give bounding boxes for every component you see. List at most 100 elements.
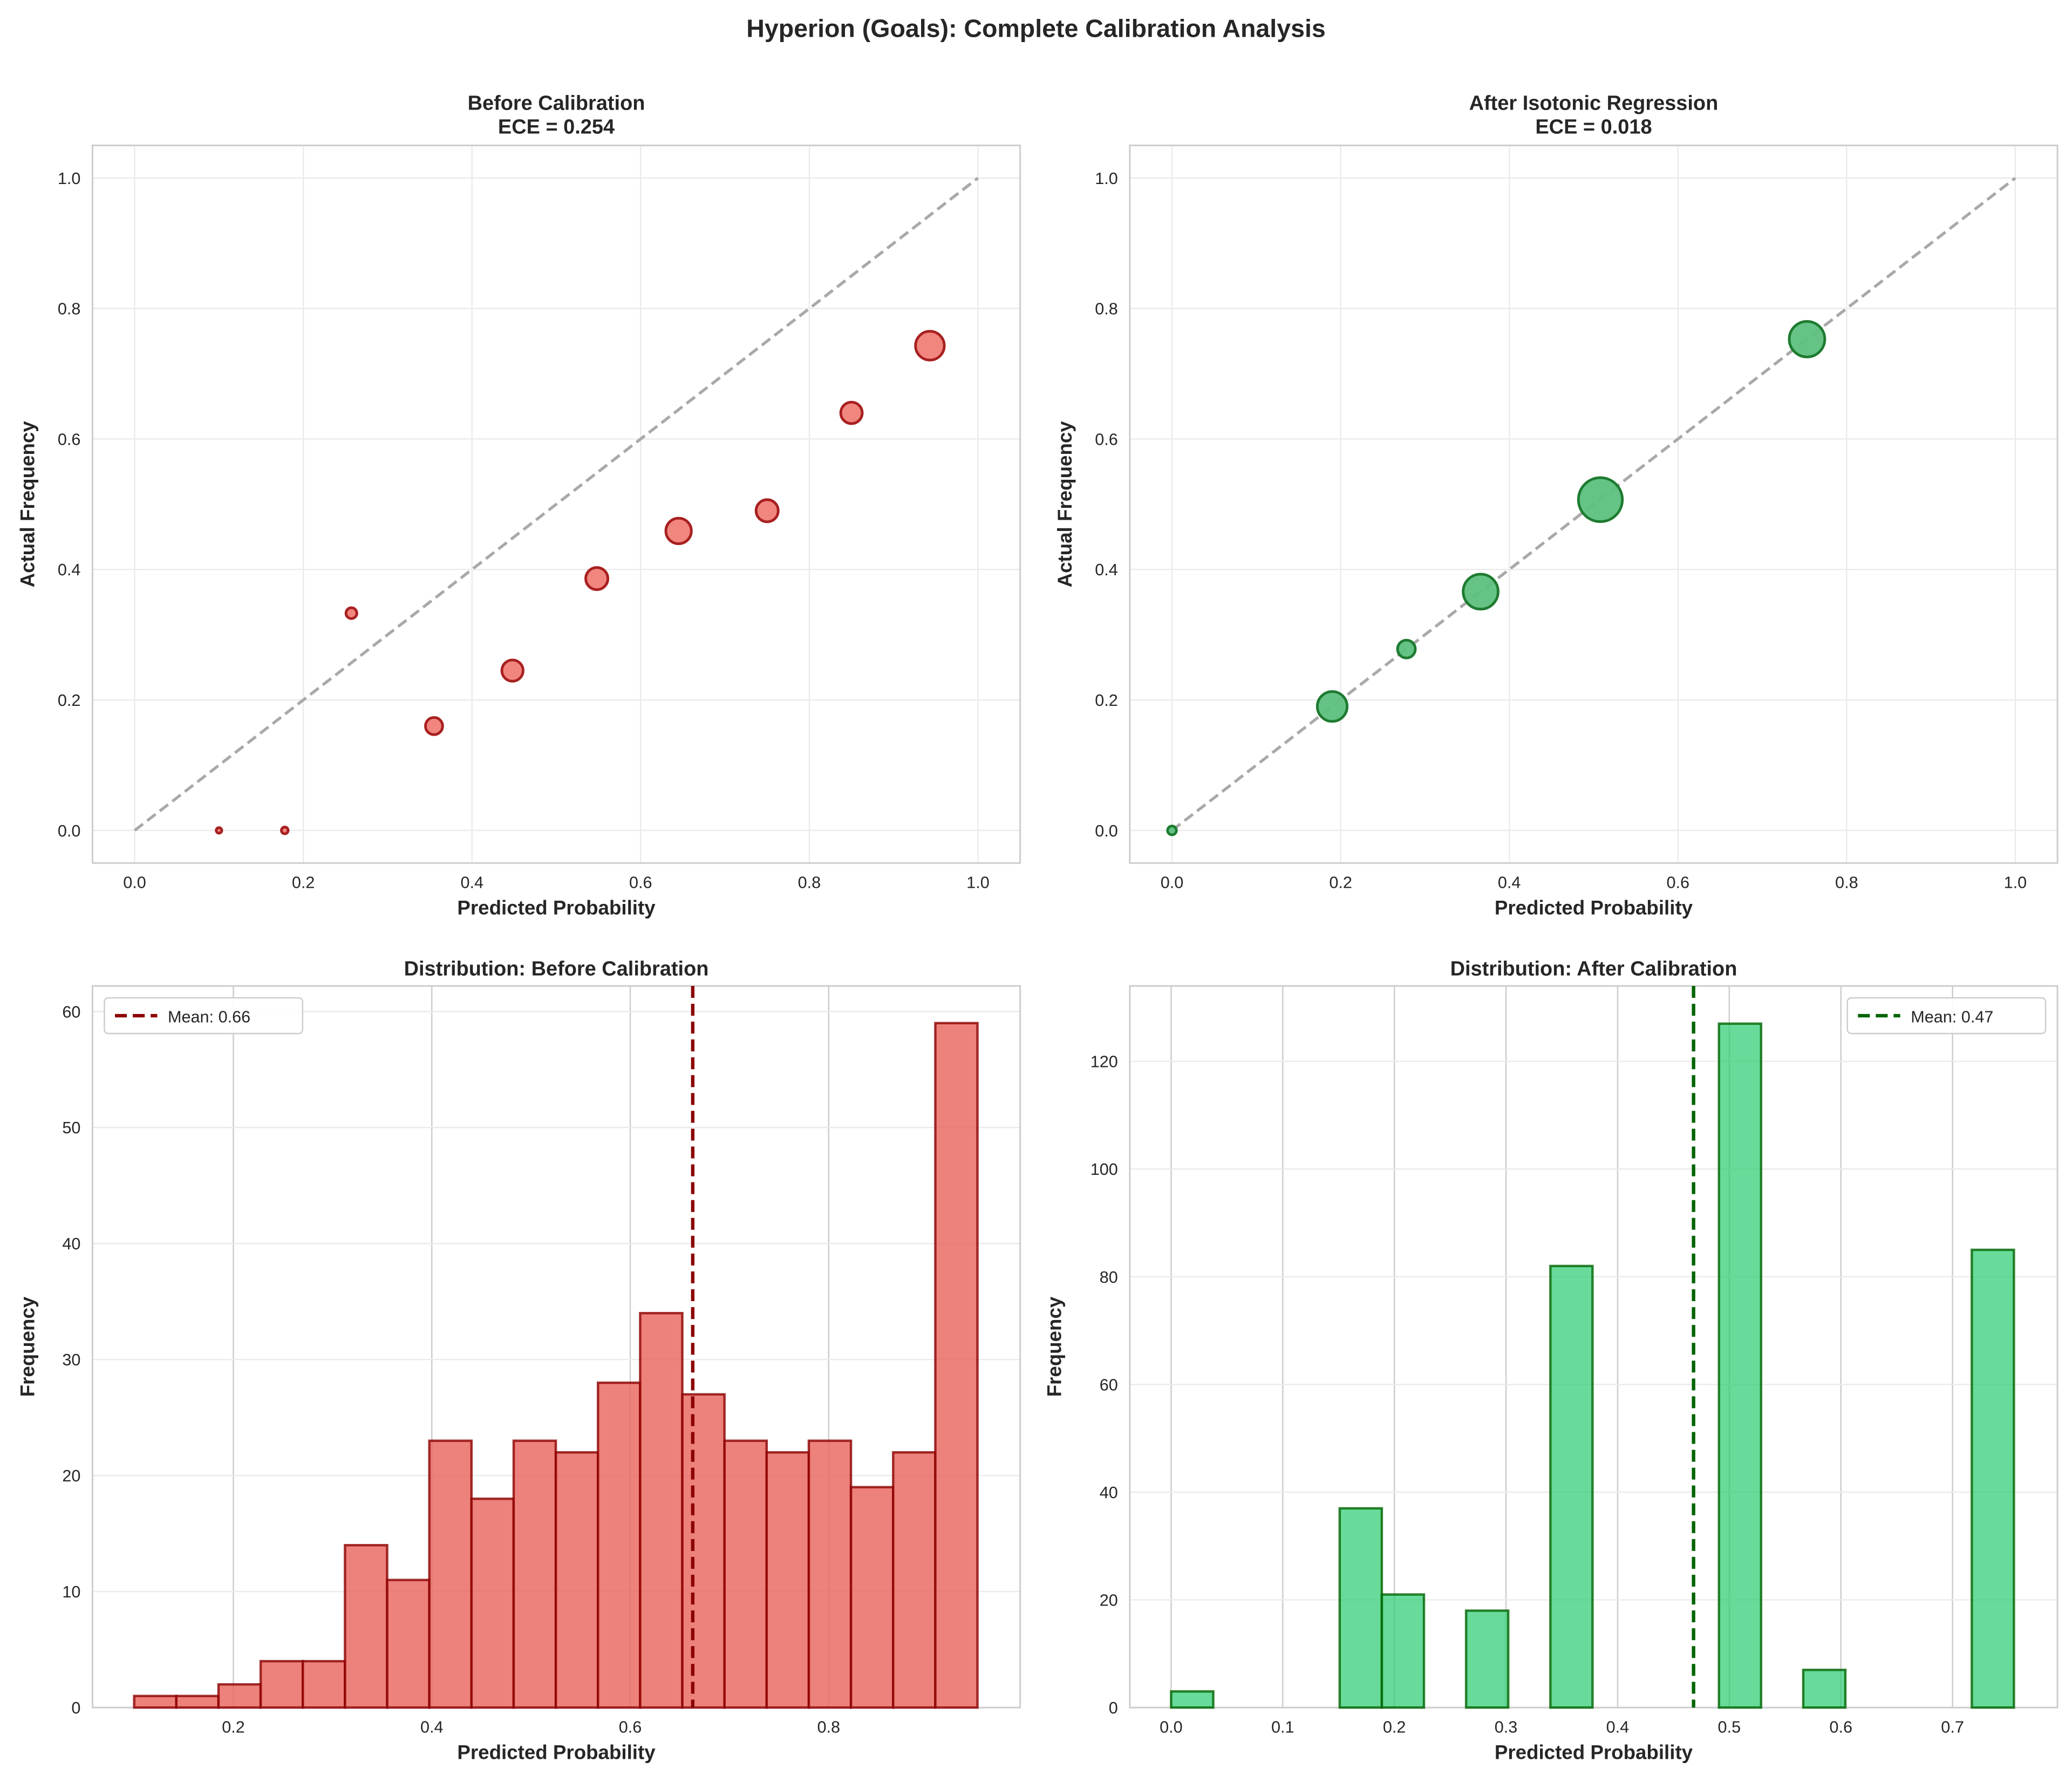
y-tick-label: 30 <box>62 1351 80 1369</box>
axes-frame <box>91 144 1021 864</box>
histogram-bar <box>512 1439 557 1709</box>
y-tick-label: 60 <box>62 1003 80 1021</box>
x-tick-label: 0.1 <box>1271 1718 1294 1737</box>
legend-label: Mean: 0.66 <box>168 1008 250 1026</box>
data-point <box>424 716 444 736</box>
data-point <box>215 826 223 835</box>
subplot-title: Distribution: After Calibration <box>1450 957 1737 980</box>
legend: Mean: 0.47 <box>1846 997 2047 1035</box>
x-tick-label: 1.0 <box>966 874 990 892</box>
y-axis-label: Frequency <box>17 1296 39 1397</box>
x-tick-label: 0.4 <box>1606 1718 1630 1737</box>
subplot-title: Distribution: Before Calibration <box>404 957 709 980</box>
data-point <box>1462 573 1500 611</box>
histogram-bar <box>302 1659 346 1709</box>
x-axis-label: Predicted Probability <box>1495 897 1693 919</box>
x-tick-label: 0.8 <box>1835 874 1858 892</box>
x-tick-label: 0.4 <box>1498 874 1521 892</box>
y-tick-label: 0.4 <box>1095 561 1118 579</box>
data-point <box>914 330 946 362</box>
x-tick-label: 0.5 <box>1718 1718 1741 1737</box>
x-tick-label: 0.0 <box>1160 1718 1183 1737</box>
histogram-bar <box>1464 1609 1510 1709</box>
y-tick-label: 0 <box>1109 1699 1118 1717</box>
x-tick-label: 0.4 <box>420 1718 444 1737</box>
data-point <box>1396 638 1417 659</box>
y-axis-label: Actual Frequency <box>1054 421 1076 588</box>
legend-box <box>104 997 304 1035</box>
y-tick-label: 50 <box>62 1119 80 1137</box>
x-tick-label: 0.2 <box>1383 1718 1406 1737</box>
x-tick-label: 0.7 <box>1941 1718 1964 1737</box>
x-tick-label: 0.6 <box>1666 874 1689 892</box>
histogram-bar <box>1802 1669 1847 1709</box>
histogram-bar <box>217 1683 262 1709</box>
y-tick-label: 0.8 <box>1095 300 1118 318</box>
x-tick-label: 0.0 <box>1161 874 1184 892</box>
x-tick-label: 0.8 <box>798 874 821 892</box>
histogram-bar <box>1549 1264 1594 1709</box>
y-tick-label: 0.2 <box>58 691 81 710</box>
histogram-bar <box>934 1022 979 1709</box>
figure-title: Hyperion (Goals): Complete Calibration A… <box>746 15 1326 43</box>
perfect-calibration-line <box>133 176 979 832</box>
subplot-3: 0.2 0.4 0.6 0.8 0 10 20 30 40 50 60 Mean: 0.66 Distr… <box>17 957 1021 1764</box>
y-tick-label: 40 <box>1100 1484 1118 1502</box>
y-tick-label: 0.0 <box>1095 822 1118 840</box>
y-tick-label: 0.8 <box>58 300 81 318</box>
x-tick-label: 0.3 <box>1495 1718 1518 1737</box>
x-axis-label: Predicted Probability <box>1495 1742 1693 1764</box>
x-axis-label: Predicted Probability <box>457 897 656 919</box>
histogram-bar <box>386 1579 431 1709</box>
y-axis-label: Frequency <box>1044 1296 1066 1397</box>
x-axis-label: Predicted Probability <box>457 1742 656 1764</box>
y-tick-label: 0.6 <box>1095 430 1118 448</box>
data-point <box>584 566 610 591</box>
y-tick-label: 60 <box>1100 1376 1118 1394</box>
y-tick-label: 0.0 <box>58 822 81 840</box>
histogram-bar <box>554 1451 599 1709</box>
data-point <box>664 516 693 545</box>
data-point <box>1788 320 1826 358</box>
subplot-title: Before Calibration <box>468 92 645 114</box>
histogram-bar <box>470 1497 515 1709</box>
legend-box <box>1846 997 2047 1035</box>
data-point <box>500 658 524 683</box>
x-tick-label: 1.0 <box>2004 874 2027 892</box>
histogram-bar <box>849 1486 895 1709</box>
data-point <box>1316 690 1349 723</box>
y-axis-label: Actual Frequency <box>17 421 39 588</box>
subplot-4: 0.0 0.1 0.2 0.3 0.4 0.5 0.6 0.7 0 20 40 60 80 100 120 M… <box>1044 957 2059 1764</box>
data-point <box>344 606 358 620</box>
x-tick-label: 0.0 <box>123 874 146 892</box>
y-tick-label: 20 <box>1100 1591 1118 1610</box>
x-tick-label: 0.8 <box>817 1718 840 1737</box>
subplot-subtitle: ECE = 0.254 <box>498 115 615 138</box>
subplot-subtitle: ECE = 0.018 <box>1535 115 1652 138</box>
y-tick-label: 20 <box>62 1467 80 1485</box>
y-tick-label: 1.0 <box>1095 169 1118 188</box>
y-tick-label: 120 <box>1090 1053 1118 1071</box>
x-tick-label: 0.6 <box>619 1718 642 1737</box>
histogram-bar <box>428 1439 473 1709</box>
y-tick-label: 100 <box>1090 1160 1118 1179</box>
histogram-bar <box>133 1695 178 1709</box>
x-tick-label: 0.6 <box>629 874 652 892</box>
x-tick-label: 0.6 <box>1829 1718 1852 1737</box>
histogram-bar <box>807 1439 853 1709</box>
histogram-bar <box>175 1695 220 1709</box>
histogram-bar <box>892 1451 937 1709</box>
histogram-bar <box>723 1439 768 1709</box>
x-tick-label: 0.4 <box>460 874 483 892</box>
data-point <box>280 826 290 835</box>
data-point <box>839 400 864 425</box>
axes-frame <box>1129 144 2059 864</box>
data-point <box>1577 476 1624 523</box>
legend-label: Mean: 0.47 <box>1911 1008 1993 1026</box>
data-point <box>1166 825 1178 836</box>
subplot-1: 0.0 0.2 0.4 0.6 0.8 1.0 0.0 0.2 0.4 0.6 0.8 1.0 Befo… <box>17 92 1021 919</box>
subplot-title: After Isotonic Regression <box>1469 92 1719 114</box>
y-tick-label: 0.2 <box>1095 691 1118 710</box>
histogram-bar <box>639 1311 684 1709</box>
